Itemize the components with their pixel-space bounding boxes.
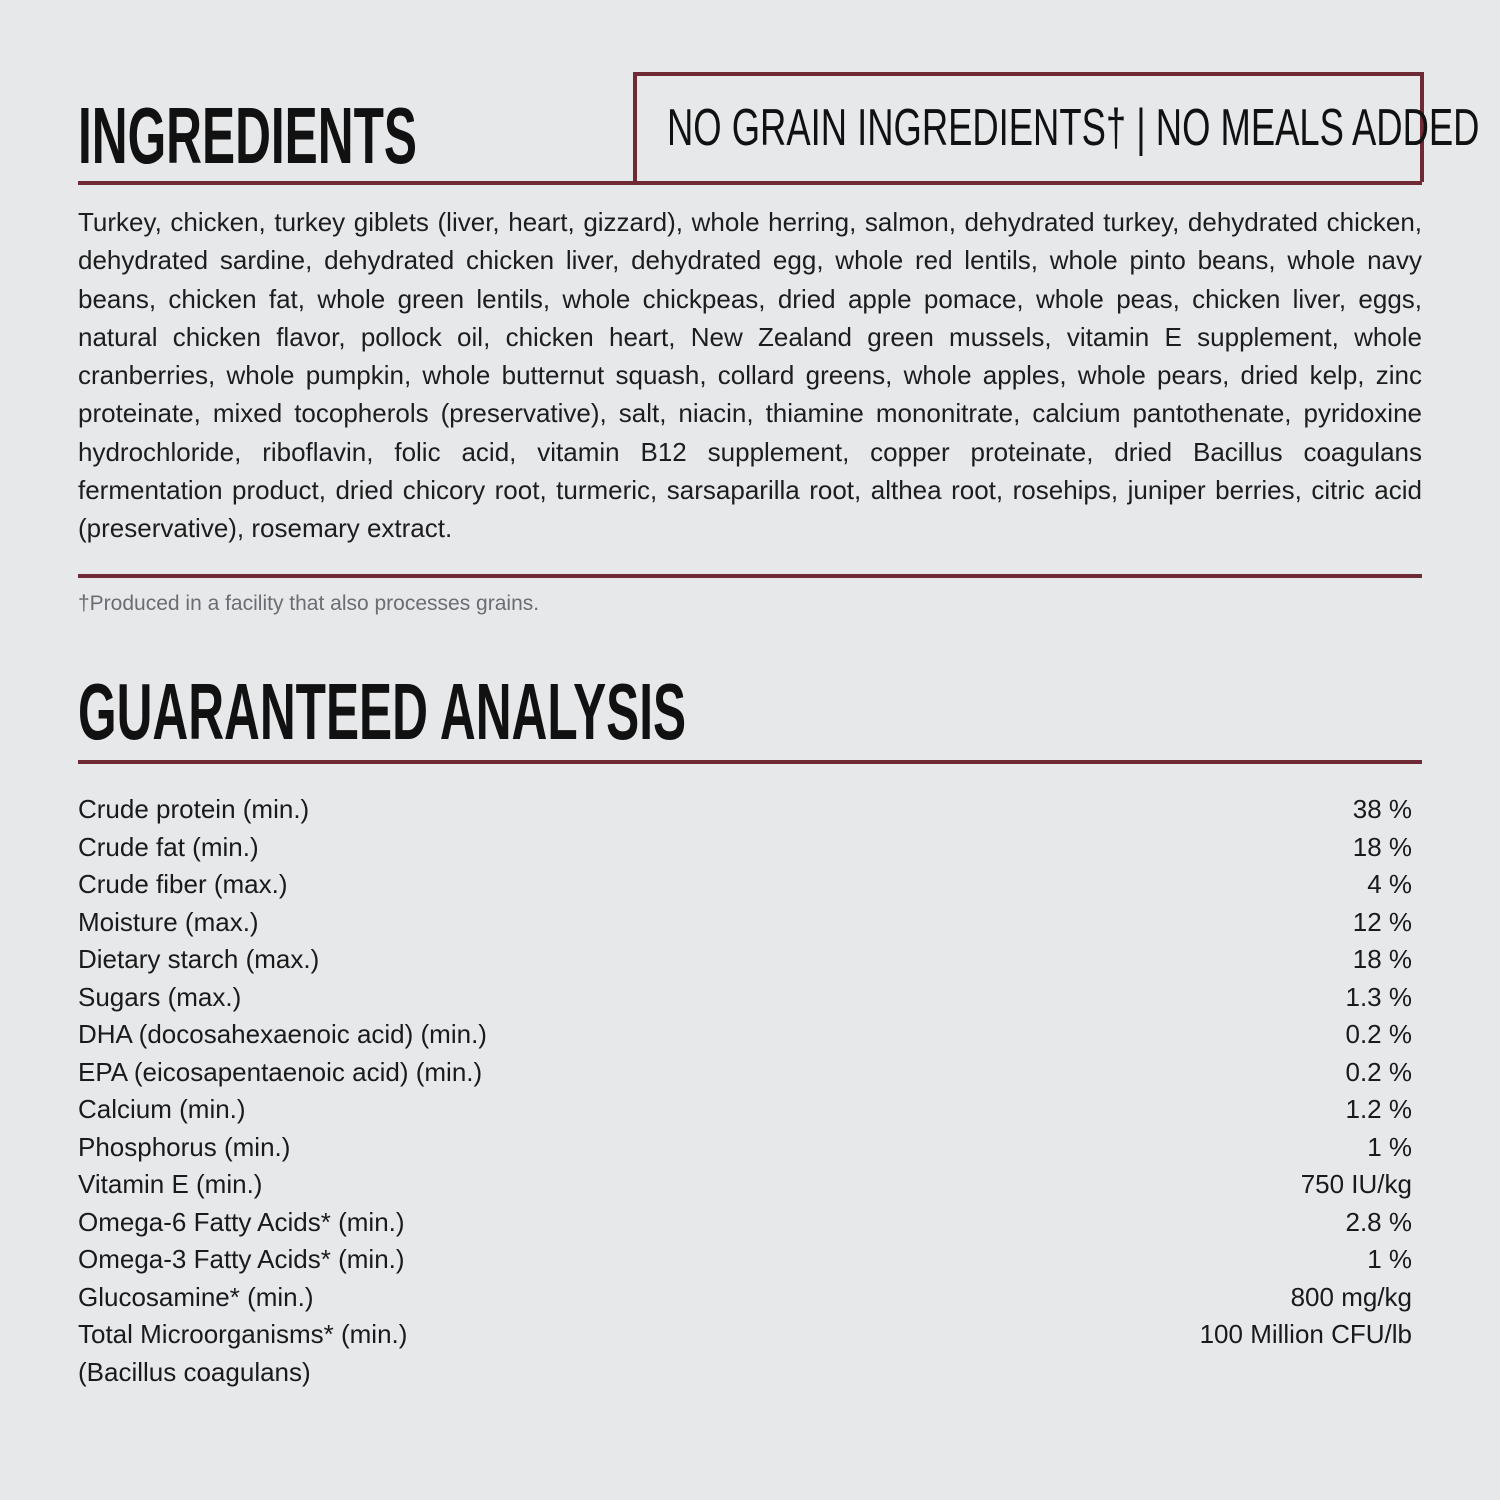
- nutrient-value: 18 %: [1352, 944, 1412, 974]
- nutrient-value: 1.2 %: [1345, 1094, 1413, 1124]
- nutrient-label: Dietary starch (max.): [78, 944, 320, 974]
- nutrient-label: Calcium (min.): [78, 1094, 246, 1124]
- analysis-row: Dietary starch (max.) 18 %: [78, 941, 1412, 979]
- analysis-row: Vitamin E (min.) 750 IU/kg: [78, 1166, 1412, 1204]
- nutrient-label: Crude fiber (max.): [78, 869, 288, 899]
- nutrient-value: 750 IU/kg: [1300, 1169, 1412, 1199]
- nutrient-label: Omega-3 Fatty Acids* (min.): [78, 1244, 405, 1274]
- ingredients-list: Turkey, chicken, turkey giblets (liver, …: [78, 207, 1422, 544]
- analysis-row: Crude protein (min.) 38 %: [78, 791, 1412, 829]
- nutrient-value: 100 Million CFU/lb: [1199, 1319, 1412, 1349]
- nutrient-value: 12 %: [1352, 906, 1412, 937]
- nutrient-value: 0.2 %: [1345, 1056, 1413, 1087]
- badge-text: NO GRAIN INGREDIENTS† | NO MEALS ADDED: [667, 99, 1480, 157]
- divider: [78, 181, 1422, 185]
- analysis-row: Omega-6 Fatty Acids* (min.) 2.8 %: [78, 1204, 1412, 1242]
- nutrient-label: Total Microorganisms* (min.): [78, 1319, 408, 1349]
- ingredients-title: INGREDIENTS: [78, 91, 417, 180]
- nutrient-label: Sugars (max.): [78, 981, 242, 1012]
- analysis-table: Crude protein (min.) 38 % Crude fat (min.)…: [78, 791, 1412, 1391]
- analysis-row: Omega-3 Fatty Acids* (min.) 1 %: [78, 1241, 1412, 1279]
- nutrient-value: 800 mg/kg: [1290, 1281, 1412, 1312]
- nutrient-label: Moisture (max.): [78, 906, 259, 937]
- nutrient-value: 18 %: [1352, 831, 1412, 862]
- nutrient-label: Crude fat (min.): [78, 831, 259, 862]
- nutrient-label: Vitamin E (min.): [78, 1169, 263, 1199]
- analysis-row: Crude fiber (max.) 4 %: [78, 866, 1412, 904]
- analysis-row: (Bacillus coagulans): [78, 1354, 1412, 1392]
- analysis-title: GUARANTEED ANALYSIS: [78, 667, 687, 756]
- analysis-row: DHA (docosahexaenoic acid) (min.) 0.2 %: [78, 1016, 1412, 1054]
- nutrient-label: (Bacillus coagulans): [78, 1356, 311, 1387]
- nutrient-value: 4 %: [1367, 869, 1412, 899]
- divider: [78, 760, 1422, 764]
- divider: [78, 574, 1422, 578]
- analysis-row: Calcium (min.) 1.2 %: [78, 1091, 1412, 1129]
- nutrient-value: 2.8 %: [1345, 1206, 1413, 1237]
- analysis-row: Total Microorganisms* (min.) 100 Million …: [78, 1316, 1412, 1354]
- analysis-row: Phosphorus (min.) 1 %: [78, 1129, 1412, 1167]
- nutrient-value: 0.2 %: [1345, 1019, 1413, 1049]
- analysis-row: Crude fat (min.) 18 %: [78, 829, 1412, 867]
- footnote: †Produced in a facility that also proces…: [78, 592, 540, 615]
- nutrient-value: 1 %: [1367, 1244, 1412, 1274]
- nutrient-value: 38 %: [1352, 794, 1412, 824]
- analysis-row: Sugars (max.) 1.3 %: [78, 979, 1412, 1017]
- nutrient-label: Crude protein (min.): [78, 794, 310, 824]
- no-grain-badge: NO GRAIN INGREDIENTS† | NO MEALS ADDED: [633, 72, 1479, 182]
- nutrient-label: Omega-6 Fatty Acids* (min.): [78, 1206, 405, 1237]
- analysis-row: Glucosamine* (min.) 800 mg/kg: [78, 1279, 1412, 1317]
- nutrient-label: EPA (eicosapentaenoic acid) (min.): [78, 1056, 483, 1087]
- nutrient-value: 1 %: [1367, 1131, 1412, 1162]
- nutrient-label: Glucosamine* (min.): [78, 1281, 314, 1312]
- analysis-row: EPA (eicosapentaenoic acid) (min.) 0.2 %: [78, 1054, 1412, 1092]
- nutrient-value: 1.3 %: [1345, 981, 1413, 1012]
- nutrient-label: Phosphorus (min.): [78, 1131, 291, 1162]
- analysis-row: Moisture (max.) 12 %: [78, 904, 1412, 942]
- nutrient-label: DHA (docosahexaenoic acid) (min.): [78, 1019, 487, 1049]
